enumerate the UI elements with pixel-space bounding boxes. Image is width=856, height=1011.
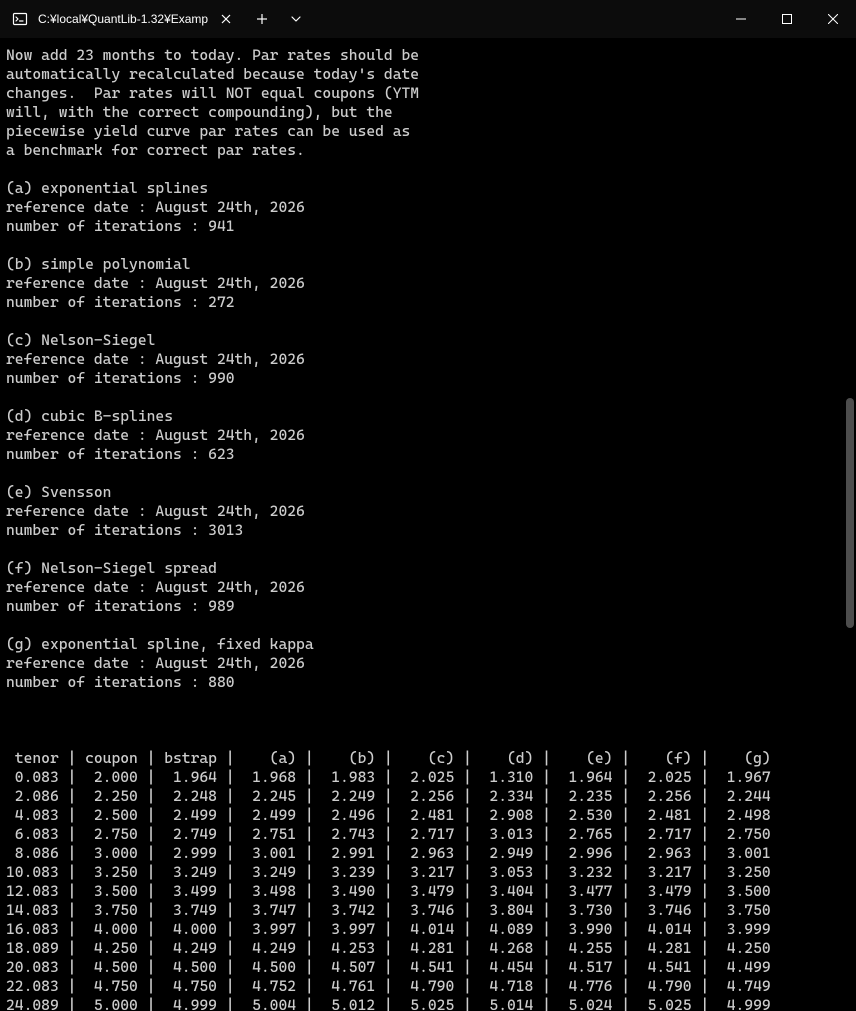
scrollbar[interactable]: [844, 38, 856, 1011]
terminal-output[interactable]: Now add 23 months to today. Par rates sh…: [0, 38, 856, 1011]
scrollbar-thumb[interactable]: [846, 398, 854, 628]
tab-title: C:¥local¥QuantLib-1.32¥Examp: [38, 12, 208, 26]
titlebar: C:¥local¥QuantLib-1.32¥Examp: [0, 0, 856, 38]
window-controls: [718, 0, 856, 38]
tab-dropdown-button[interactable]: [280, 0, 312, 38]
minimize-button[interactable]: [718, 0, 764, 38]
terminal-tab[interactable]: C:¥local¥QuantLib-1.32¥Examp: [0, 0, 244, 38]
titlebar-left: C:¥local¥QuantLib-1.32¥Examp: [0, 0, 312, 38]
close-tab-icon[interactable]: [218, 11, 234, 27]
new-tab-button[interactable]: [244, 0, 280, 38]
close-window-button[interactable]: [810, 0, 856, 38]
maximize-button[interactable]: [764, 0, 810, 38]
terminal-icon: [12, 11, 28, 27]
